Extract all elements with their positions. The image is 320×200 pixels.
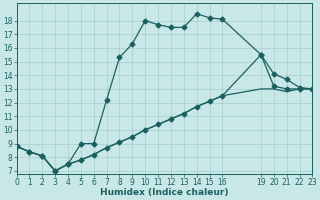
X-axis label: Humidex (Indice chaleur): Humidex (Indice chaleur) <box>100 188 229 197</box>
